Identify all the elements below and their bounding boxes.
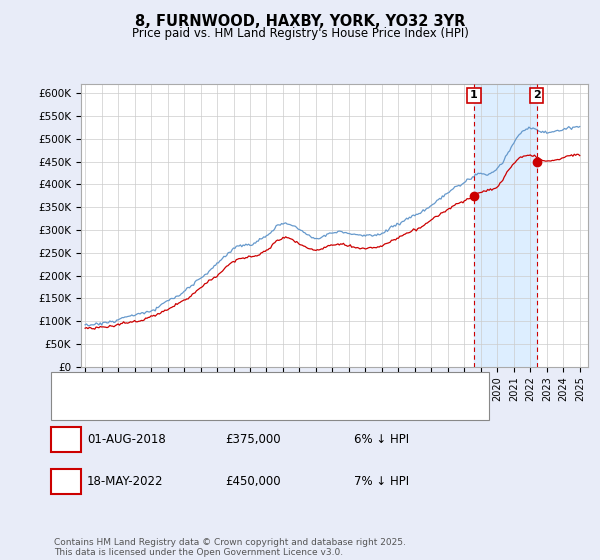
Text: 8, FURNWOOD, HAXBY, YORK, YO32 3YR (detached house): 8, FURNWOOD, HAXBY, YORK, YO32 3YR (deta…: [99, 383, 403, 393]
Text: Contains HM Land Registry data © Crown copyright and database right 2025.
This d: Contains HM Land Registry data © Crown c…: [54, 538, 406, 557]
Text: £375,000: £375,000: [225, 433, 281, 446]
Text: 2: 2: [533, 90, 541, 100]
Text: 1: 1: [470, 90, 478, 100]
Bar: [474, 84, 536, 367]
Text: Price paid vs. HM Land Registry's House Price Index (HPI): Price paid vs. HM Land Registry's House …: [131, 27, 469, 40]
Text: 1: 1: [62, 433, 70, 446]
Text: 8, FURNWOOD, HAXBY, YORK, YO32 3YR: 8, FURNWOOD, HAXBY, YORK, YO32 3YR: [135, 14, 465, 29]
Text: 01-AUG-2018: 01-AUG-2018: [87, 433, 166, 446]
Text: 18-MAY-2022: 18-MAY-2022: [87, 475, 163, 488]
Text: £450,000: £450,000: [225, 475, 281, 488]
Text: 6% ↓ HPI: 6% ↓ HPI: [354, 433, 409, 446]
Text: 2: 2: [62, 475, 70, 488]
Text: 7% ↓ HPI: 7% ↓ HPI: [354, 475, 409, 488]
Text: HPI: Average price, detached house, York: HPI: Average price, detached house, York: [99, 400, 314, 410]
